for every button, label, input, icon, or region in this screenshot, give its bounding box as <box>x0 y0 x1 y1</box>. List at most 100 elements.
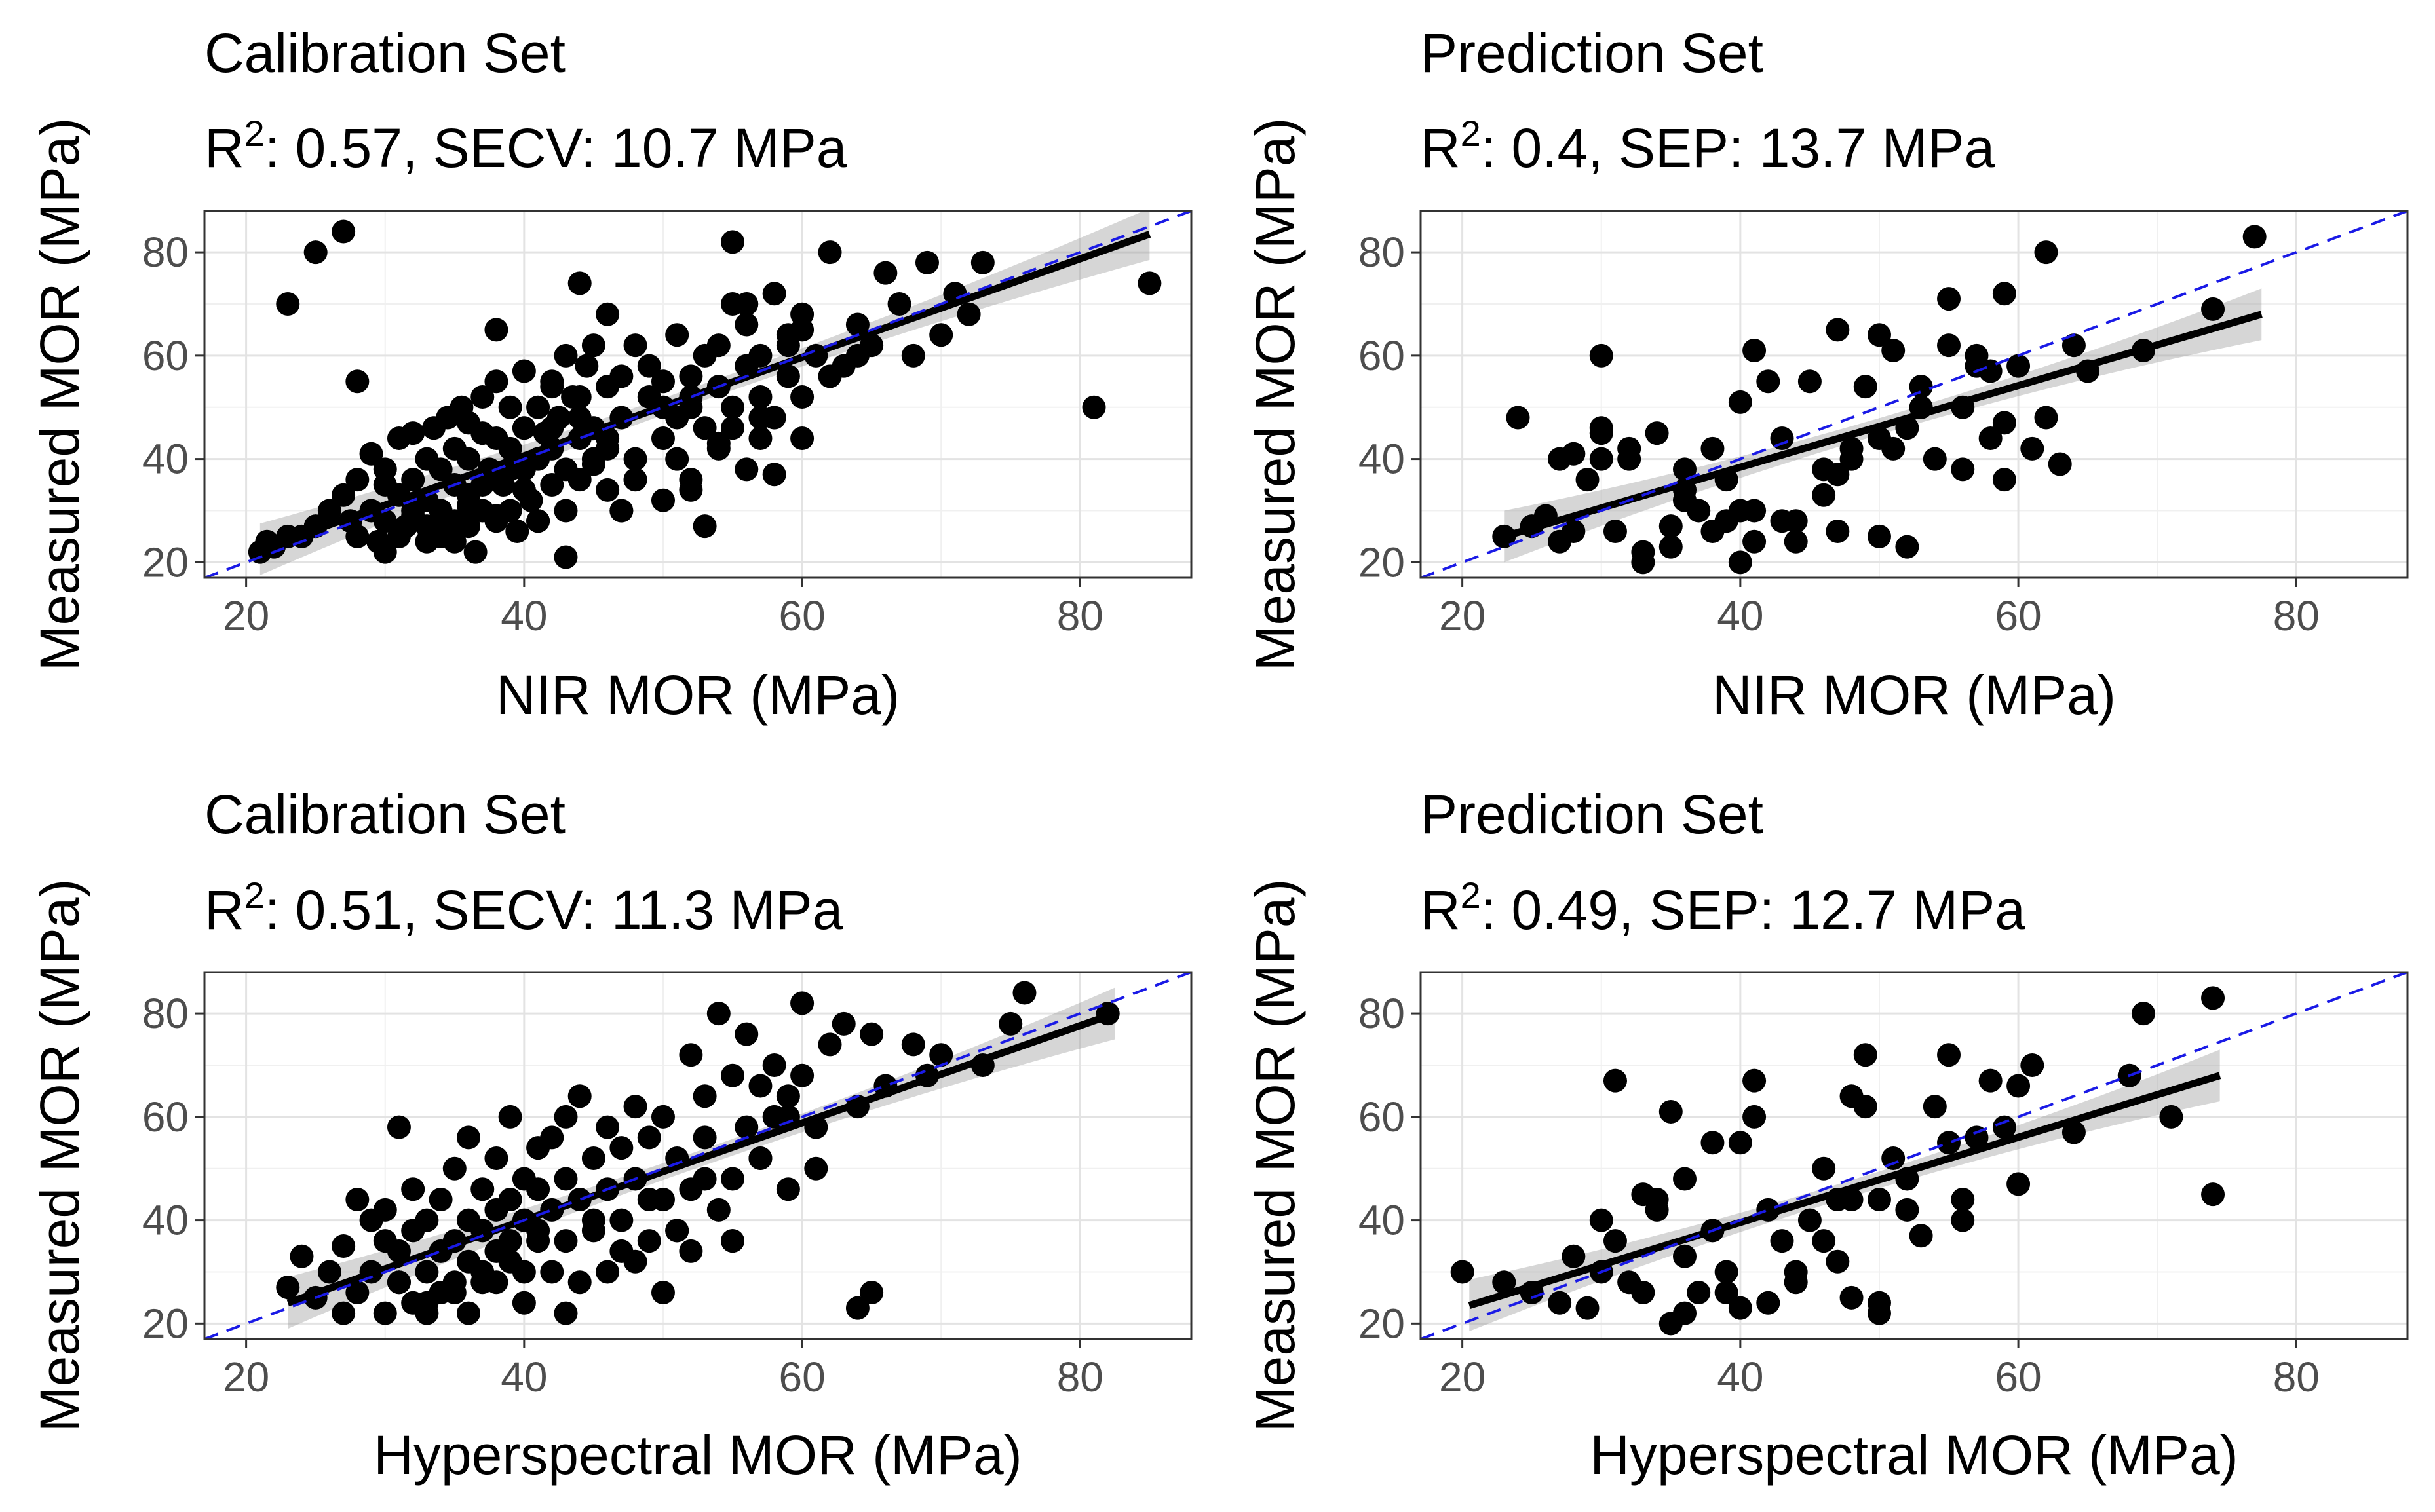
data-point <box>442 1156 467 1181</box>
data-point <box>401 421 425 445</box>
data-point <box>1492 1270 1516 1295</box>
data-point <box>415 1291 439 1315</box>
plot-area: 20 40 60 80 20 40 60 80 <box>1358 971 2409 1401</box>
data-point <box>2006 1172 2031 1196</box>
data-point <box>1742 1105 1767 1129</box>
data-point <box>679 364 703 388</box>
data-point <box>276 292 300 316</box>
data-point <box>1853 1043 1877 1067</box>
plot-area: 20 40 60 80 20 40 60 80 <box>142 971 1193 1401</box>
panel-title: Calibration Set <box>204 784 566 845</box>
data-point <box>401 468 425 492</box>
data-point <box>748 385 773 409</box>
data-point <box>901 1032 925 1057</box>
data-point <box>2131 1002 2155 1026</box>
x-tick-label: 40 <box>1717 1353 1763 1401</box>
data-point <box>1867 426 1891 451</box>
data-point <box>887 292 911 316</box>
data-point <box>596 1115 620 1139</box>
y-tick-label: 60 <box>142 1093 189 1141</box>
data-point <box>1951 1208 1975 1232</box>
x-axis-label: Hyperspectral MOR (MPa) <box>374 1424 1022 1486</box>
data-point <box>762 463 786 487</box>
x-axis-label: Hyperspectral MOR (MPa) <box>1590 1424 2238 1486</box>
data-point <box>1700 520 1725 544</box>
subtitle-r: R <box>204 117 244 179</box>
data-point <box>2201 1182 2225 1207</box>
data-point <box>1826 1249 1850 1274</box>
data-point <box>1742 529 1767 554</box>
data-point <box>1728 1296 1752 1320</box>
data-point <box>498 1229 522 1253</box>
data-point <box>1770 509 1794 533</box>
data-point <box>429 1188 453 1212</box>
subtitle-rest: : 0.51, SECV: 11.3 MPa <box>265 879 843 941</box>
data-point <box>845 312 870 337</box>
panel-title: Prediction Set <box>1421 22 1763 84</box>
panel-subtitle: R2: 0.4, SEP: 13.7 MPa <box>1421 113 1995 179</box>
data-point <box>1992 282 2016 306</box>
data-point <box>623 468 647 492</box>
data-point <box>2159 1105 2183 1129</box>
data-point <box>1867 524 1891 548</box>
data-point <box>345 1281 370 1305</box>
data-point <box>721 1229 745 1253</box>
data-point <box>567 468 592 492</box>
x-tick-label: 20 <box>1439 592 1486 639</box>
data-point <box>1575 468 1600 492</box>
data-point <box>623 333 647 358</box>
data-point <box>1562 1244 1586 1268</box>
data-point <box>373 1301 397 1325</box>
data-point <box>470 1270 495 1295</box>
data-point <box>373 540 397 564</box>
data-point <box>457 1125 481 1150</box>
data-point <box>498 1249 522 1274</box>
subtitle-sup: 2 <box>1461 875 1481 916</box>
data-point <box>651 426 675 451</box>
data-point <box>970 250 995 274</box>
data-points <box>1450 986 2225 1336</box>
data-point <box>2242 225 2267 249</box>
x-tick-label: 60 <box>1995 592 2041 639</box>
data-point <box>512 416 536 440</box>
plot-content <box>1421 211 2407 578</box>
plot-border <box>203 971 1193 1340</box>
data-point <box>512 1291 536 1315</box>
data-point <box>596 1260 620 1284</box>
data-point <box>359 442 383 466</box>
data-point <box>1812 1229 1836 1253</box>
data-point <box>748 1074 773 1098</box>
data-point <box>762 1053 786 1077</box>
data-point <box>484 318 508 342</box>
data-point <box>1895 535 1919 559</box>
data-point <box>860 1281 884 1305</box>
panel-hyperspectral-prediction: Prediction Set R2: 0.49, SEP: 12.7 MPa H… <box>1244 784 2409 1486</box>
data-point <box>1645 1188 1669 1212</box>
data-point <box>1839 1285 1864 1310</box>
data-point <box>540 1260 564 1284</box>
data-point <box>2048 452 2072 476</box>
data-point <box>554 545 578 569</box>
reference-line <box>1421 972 2407 1339</box>
x-tick-label: 80 <box>2273 592 2320 639</box>
data-point <box>401 1177 425 1201</box>
data-point <box>498 1105 522 1129</box>
data-point <box>1881 1146 1906 1170</box>
data-point <box>415 1260 439 1284</box>
data-point <box>1937 1131 1961 1155</box>
data-point <box>554 1167 578 1191</box>
y-tick-label: 60 <box>1358 332 1405 379</box>
data-point <box>776 1084 800 1108</box>
data-point <box>463 540 488 564</box>
data-point <box>1742 1068 1767 1093</box>
x-tick-label: 20 <box>1439 1353 1486 1401</box>
data-point <box>693 1084 717 1108</box>
data-point <box>1603 1229 1627 1253</box>
data-point <box>470 1177 495 1201</box>
data-point <box>776 364 800 388</box>
data-point <box>1589 1208 1613 1232</box>
data-point <box>1965 1125 1989 1150</box>
data-point <box>484 369 508 394</box>
data-point <box>415 1208 439 1232</box>
data-point <box>581 1208 605 1232</box>
